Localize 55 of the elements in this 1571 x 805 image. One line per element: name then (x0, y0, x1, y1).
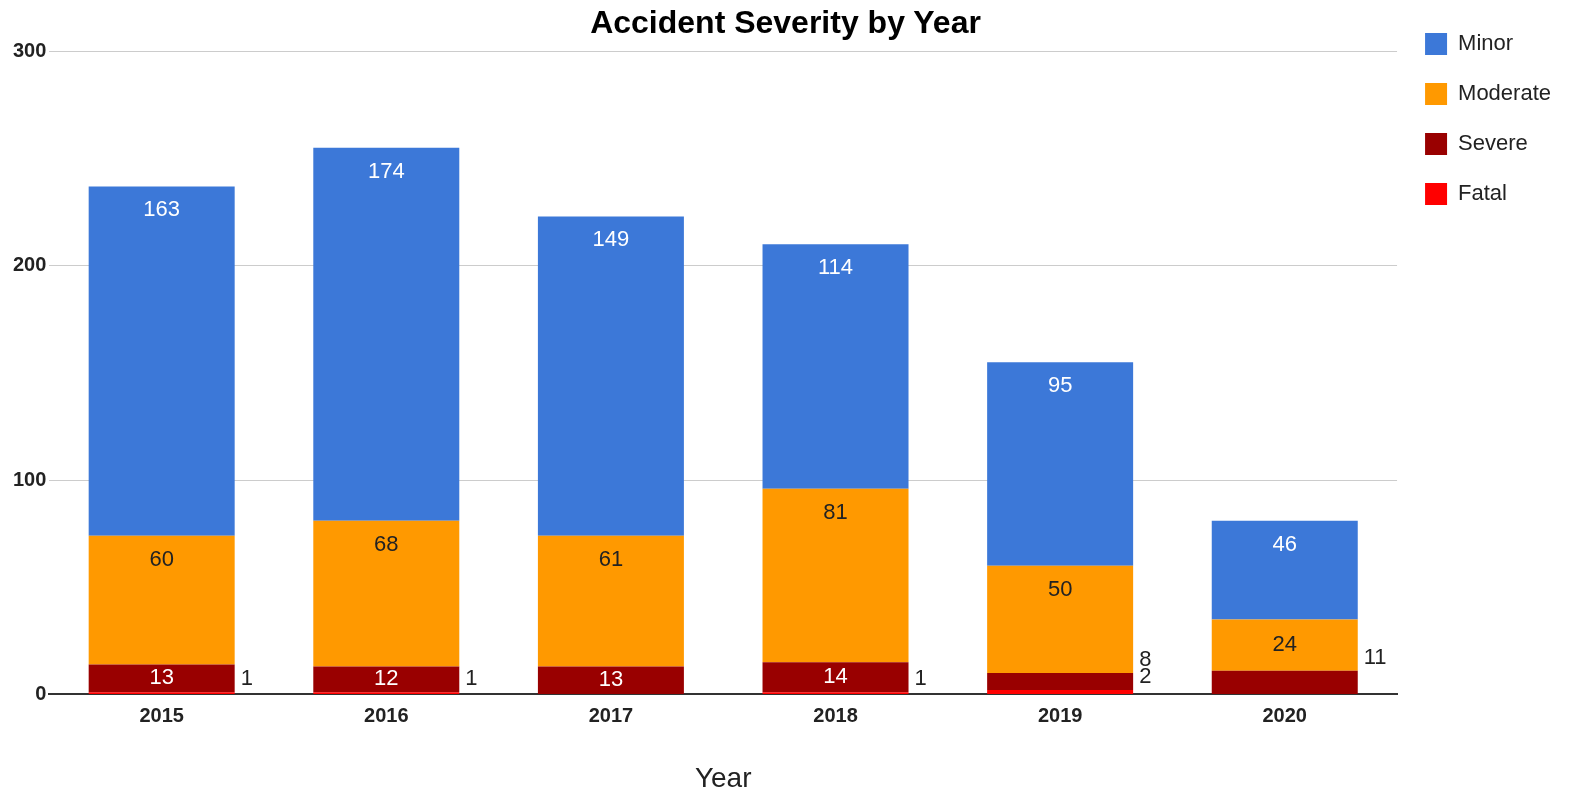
data-label: 24 (1272, 631, 1297, 657)
bar (762, 488, 909, 663)
data-label: 174 (367, 157, 405, 183)
x-tick-label: 2019 (1037, 703, 1083, 726)
y-tick-label: 200 (12, 253, 47, 276)
bar (313, 520, 460, 667)
data-label: 1 (465, 665, 478, 691)
data-label: 114 (817, 254, 854, 280)
bar (987, 672, 1134, 691)
bar (88, 664, 235, 693)
data-label: 12 (374, 665, 399, 691)
data-label: 1 (240, 665, 253, 691)
data-label: 50 (1047, 575, 1073, 601)
bar (537, 535, 684, 667)
data-label: 13 (598, 666, 624, 692)
bar (313, 666, 460, 693)
bar (88, 535, 235, 665)
legend-label: Minor (1458, 30, 1514, 56)
y-tick-label: 0 (35, 681, 47, 704)
data-label: 46 (1272, 530, 1297, 556)
bar (987, 362, 1134, 566)
chart-title: Accident Severity by Year (590, 4, 981, 41)
bar (1211, 670, 1358, 694)
data-label: 1 (914, 665, 927, 691)
bar (1211, 520, 1358, 620)
data-label: 81 (823, 498, 848, 524)
data-label: 14 (823, 663, 848, 689)
data-label: 163 (143, 196, 181, 222)
bar (987, 565, 1134, 673)
data-label: 11 (1363, 643, 1387, 669)
x-tick-label: 2016 (364, 703, 409, 726)
bar (987, 690, 1134, 694)
y-tick-label: 100 (12, 467, 47, 490)
data-label: 68 (374, 530, 399, 556)
bar (88, 186, 235, 536)
x-axis-title: Year (694, 761, 752, 793)
bar (313, 147, 460, 521)
data-label: 149 (592, 226, 630, 252)
x-tick-label: 2017 (588, 703, 634, 726)
x-tick-label: 2018 (813, 703, 858, 726)
bar (537, 666, 684, 694)
x-tick-label: 2020 (1262, 703, 1307, 726)
bar (762, 662, 909, 693)
data-label: 61 (598, 545, 624, 571)
legend-label: Fatal (1458, 180, 1507, 206)
bar (1211, 619, 1358, 671)
bar (537, 216, 684, 536)
legend-label: Moderate (1458, 80, 1552, 106)
x-tick-label: 2015 (139, 703, 184, 726)
y-tick-label: 300 (12, 38, 47, 61)
legend-label: Severe (1458, 130, 1528, 156)
data-label: 13 (149, 664, 174, 690)
bar (762, 244, 909, 489)
data-label: 60 (149, 545, 174, 571)
data-label: 95 (1047, 372, 1073, 398)
